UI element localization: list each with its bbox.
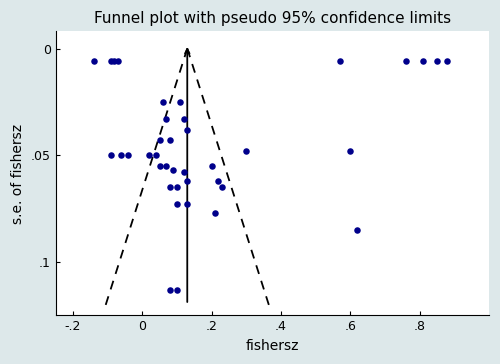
Point [90,59,98,64]
Point [433,59,441,64]
Point [110,59,118,64]
Point [180,170,188,175]
Point [170,167,177,173]
Point [184,178,192,184]
Point [107,59,115,64]
Point [166,185,174,190]
Point [353,227,361,233]
Point [173,202,181,207]
Point [444,59,452,64]
Point [159,99,167,105]
Point [184,202,192,207]
Point [152,153,160,158]
Point [162,163,170,169]
Point [162,116,170,122]
Point [346,148,354,154]
Point [218,185,226,190]
Point [211,210,219,216]
Point [166,138,174,143]
Point [419,59,427,64]
Point [173,185,181,190]
Title: Funnel plot with pseudo 95% confidence limits: Funnel plot with pseudo 95% confidence l… [94,11,451,26]
Point [402,59,409,64]
Point [156,138,164,143]
X-axis label: fishersz: fishersz [246,339,299,353]
Point [184,127,192,132]
Point [180,116,188,122]
Point [176,99,184,105]
Point [242,148,250,154]
Point [124,153,132,158]
Point [208,163,216,169]
Point [336,59,344,64]
Point [118,153,126,158]
Point [107,153,115,158]
Y-axis label: s.e. of fishersz: s.e. of fishersz [11,123,25,223]
Point [156,163,164,169]
Point [214,178,222,184]
Point [114,59,122,64]
Point [166,287,174,293]
Point [145,153,153,158]
Point [173,287,181,293]
